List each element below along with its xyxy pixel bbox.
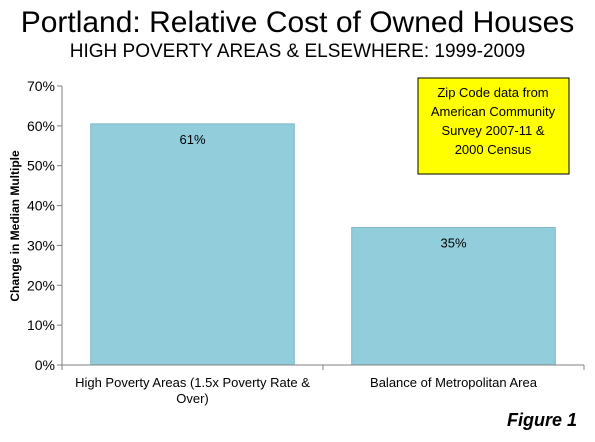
x-category-label-line: High Poverty Areas (1.5x Poverty Rate & (75, 375, 310, 390)
note-line: Survey 2007-11 & (441, 123, 544, 138)
data-source-note: Zip Code data from American Community Surv… (417, 77, 570, 175)
y-tick-label: 30% (27, 237, 55, 253)
y-tick-label: 10% (27, 317, 55, 333)
note-line: 2000 Census (455, 142, 532, 157)
bar (351, 226, 556, 366)
y-tick-label: 50% (27, 158, 55, 174)
y-tick-label: 40% (27, 198, 55, 214)
note-box (417, 77, 570, 175)
chart-subtitle: HIGH POVERTY AREAS & ELSEWHERE: 1999-200… (69, 41, 526, 62)
figure-label: Figure 1 (506, 410, 577, 430)
y-tick-label: 60% (27, 118, 55, 134)
bar-data-label: 35% (440, 235, 466, 250)
y-tick-label: 0% (35, 357, 55, 373)
x-axis: High Poverty Areas (1.5x Poverty Rate & O… (61, 364, 585, 406)
bar (90, 123, 295, 366)
note-text: Zip Code data from American Community Surv… (431, 85, 556, 157)
y-tick-label: 20% (27, 277, 55, 293)
y-tick-label: 70% (27, 78, 55, 94)
x-category-label: Balance of Metropolitan Area (370, 375, 538, 390)
bars: 61% 35% (90, 123, 556, 366)
note-line: American Community (431, 104, 556, 119)
x-category-label-line: Over) (176, 391, 209, 406)
chart-title: Portland: Relative Cost of Owned Houses (20, 6, 575, 39)
x-category-label-line: Balance of Metropolitan Area (370, 375, 538, 390)
y-axis-title: Change in Median Multiple (8, 150, 22, 302)
bar-data-label: 61% (179, 132, 205, 147)
x-category-label: High Poverty Areas (1.5x Poverty Rate & O… (75, 375, 310, 406)
note-line: Zip Code data from (437, 85, 548, 100)
y-axis: 0% 10% 20% 30% 40% 50% 60% 70% (27, 78, 63, 373)
